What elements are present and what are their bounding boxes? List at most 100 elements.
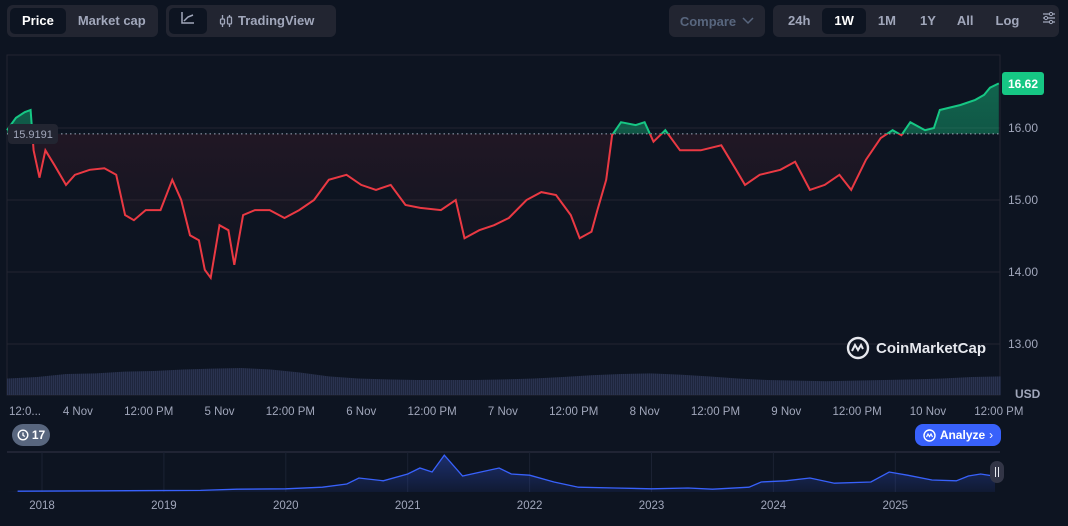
range-1w[interactable]: 1W — [822, 8, 866, 34]
volume-bar — [615, 374, 617, 395]
volume-bar — [317, 374, 319, 395]
volume-bar — [903, 379, 905, 395]
volume-bar — [529, 378, 531, 395]
volume-bar — [721, 377, 723, 395]
volume-bar — [321, 375, 323, 395]
volume-bar — [503, 379, 505, 395]
volume-bar — [243, 368, 245, 395]
volume-bar — [349, 377, 351, 395]
volume-bar — [481, 379, 483, 395]
volume-bar — [863, 380, 865, 395]
x-tick-label: 10 Nov — [910, 406, 947, 418]
compare-label: Compare — [679, 13, 737, 29]
volume-bar — [929, 378, 931, 395]
volume-bar — [699, 375, 701, 395]
tradingview-button[interactable]: TradingView — [207, 8, 326, 34]
volume-bar — [25, 377, 27, 395]
market-cap-tab[interactable]: Market cap — [77, 13, 146, 28]
log-scale-button[interactable]: Log — [995, 13, 1020, 28]
analyze-button[interactable]: Analyze › — [915, 424, 1001, 446]
volume-bar — [935, 378, 937, 395]
volume-bar — [179, 369, 181, 395]
volume-bar — [565, 376, 567, 395]
volume-bar — [969, 377, 971, 395]
volume-bar — [363, 378, 365, 395]
volume-bar — [479, 379, 481, 395]
volume-bar — [47, 375, 49, 395]
settings-button[interactable] — [1032, 8, 1066, 34]
volume-bar — [627, 373, 629, 395]
volume-bar — [29, 377, 31, 395]
volume-bar — [183, 369, 185, 395]
volume-bar — [629, 373, 631, 395]
volume-bar — [257, 368, 259, 395]
volume-bar — [255, 368, 257, 395]
range-navigator[interactable]: 2018 2019 2020 2021 2022 2023 2024 2025 — [7, 451, 1004, 512]
volume-bar — [987, 376, 989, 395]
volume-bar — [297, 372, 299, 395]
history-events-button[interactable]: 17 — [12, 424, 50, 446]
volume-bar — [167, 370, 169, 395]
volume-bar — [209, 368, 211, 395]
volume-bar — [191, 369, 193, 395]
compare-dropdown[interactable]: Compare — [669, 5, 765, 37]
volume-bar — [679, 374, 681, 395]
volume-bar — [587, 375, 589, 395]
volume-bar — [457, 380, 459, 395]
volume-bar — [421, 380, 423, 395]
volume-bar — [497, 379, 499, 395]
volume-bar — [247, 368, 249, 395]
navigator-year-label: 2019 — [151, 500, 177, 512]
volume-bar — [177, 369, 179, 395]
volume-bar — [339, 377, 341, 395]
volume-bar — [493, 379, 495, 395]
volume-bar — [169, 370, 171, 395]
range-1m[interactable]: 1M — [877, 13, 896, 28]
range-all[interactable]: All — [956, 13, 974, 28]
volume-bar — [637, 373, 639, 395]
volume-bar — [205, 368, 207, 395]
volume-bar — [835, 380, 837, 395]
price-tab[interactable]: Price — [10, 8, 66, 34]
baseline-tag: 15.9191 — [8, 124, 58, 144]
volume-bar — [139, 371, 141, 395]
volume-bar — [547, 377, 549, 395]
volume-bar — [507, 379, 509, 395]
volume-bar — [465, 380, 467, 395]
volume-bar — [201, 368, 203, 395]
volume-bar — [623, 373, 625, 395]
volume-bar — [979, 376, 981, 395]
volume-bar — [923, 379, 925, 395]
volume-bar — [229, 368, 231, 395]
volume-bar — [283, 370, 285, 395]
range-1y[interactable]: 1Y — [919, 13, 936, 28]
volume-bar — [803, 380, 805, 395]
volume-bar — [141, 371, 143, 395]
range-24h[interactable]: 24h — [788, 13, 811, 28]
volume-bar — [383, 379, 385, 395]
volume-bar — [211, 368, 213, 395]
volume-bar — [197, 369, 199, 395]
volume-bar — [981, 376, 983, 395]
navigator-handle[interactable] — [990, 461, 1004, 483]
volume-bar — [675, 374, 677, 395]
volume-bar — [793, 380, 795, 395]
volume-bar — [149, 371, 151, 395]
chart-type-toggle: TradingView — [166, 5, 336, 37]
volume-bar — [301, 372, 303, 395]
volume-bar — [347, 377, 349, 395]
volume-bar — [645, 373, 647, 395]
volume-bar — [561, 377, 563, 395]
volume-bar — [881, 380, 883, 395]
volume-bar — [73, 373, 75, 395]
volume-bar — [759, 379, 761, 395]
volume-bar — [93, 373, 95, 395]
line-chart-button[interactable] — [169, 8, 207, 34]
volume-bar — [391, 379, 393, 395]
volume-bar — [611, 374, 613, 395]
volume-bar — [849, 380, 851, 395]
volume-bar — [359, 378, 361, 395]
navigator-line — [17, 454, 1001, 492]
volume-bar — [917, 379, 919, 395]
